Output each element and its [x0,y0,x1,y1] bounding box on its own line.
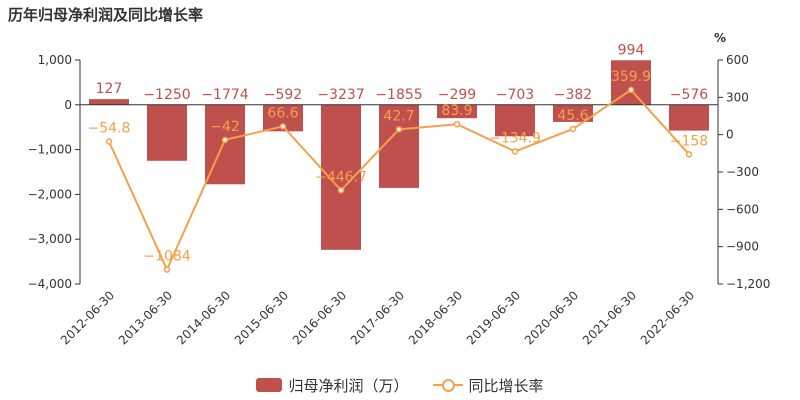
chart-title: 历年归母净利润及同比增长率 [8,6,204,24]
y-right-tick-label: 600 [726,53,749,67]
bar-data-label: −1250 [143,87,190,103]
line-point [685,151,693,158]
y-left-tick-label: 0 [64,98,72,112]
line-point [453,120,461,128]
x-tick-label: 2019-06-30 [464,288,523,347]
bar-data-label: −382 [554,87,592,103]
y-right-unit-label: % [714,31,726,45]
line-data-label: 45.6 [557,108,588,124]
y-right-tick-label: −300 [726,165,759,179]
x-tick-label: 2020-06-30 [522,288,581,347]
line-data-label: −42 [210,119,240,135]
line-data-label: 66.6 [267,105,298,121]
bar [611,60,651,105]
bar-data-label: −299 [438,87,476,103]
legend-item-bar[interactable]: 归母净利润（万） [256,375,409,396]
y-right-tick-label: −900 [726,240,759,254]
y-right-tick-label: 0 [726,128,734,142]
line-point [395,126,403,133]
bar [669,104,709,131]
line-data-label: −54.8 [88,120,131,136]
x-tick-label: 2015-06-30 [232,288,291,347]
y-left-tick-label: −1,000 [28,143,72,157]
line-point [337,187,345,194]
x-tick-label: 2022-06-30 [638,288,697,347]
x-tick-label: 2016-06-30 [290,288,349,347]
legend-line-label: 同比增长率 [468,376,544,395]
y-right-tick-label: −600 [726,202,759,216]
x-tick-label: 2014-06-30 [174,288,233,347]
y-left-tick-label: −2,000 [28,187,72,201]
legend: 归母净利润（万） 同比增长率 [0,374,800,396]
bar [147,104,187,161]
bar-data-label: −703 [496,87,534,103]
legend-bar-label: 归母净利润（万） [288,376,409,395]
bar [495,104,535,137]
line-point [627,86,635,94]
y-left-tick-label: −3,000 [28,232,72,246]
line-point [163,266,171,273]
y-left-tick-label: −4,000 [28,277,72,291]
line-data-label: −158 [670,133,708,149]
x-tick-label: 2012-06-30 [58,288,117,347]
x-tick-label: 2018-06-30 [406,288,465,347]
line-point [221,136,229,144]
bar [553,104,593,122]
line-data-label: 42.7 [383,108,414,124]
line-point [511,148,519,155]
bar-data-label: 994 [618,42,645,58]
legend-item-line[interactable]: 同比增长率 [432,375,544,396]
y-left-tick-label: 1,000 [38,53,72,67]
line-data-label: −1084 [143,249,190,265]
line-data-label: 83.9 [441,103,472,119]
bar-data-label: −576 [670,87,709,103]
bar [89,99,129,105]
line-data-label: −134.9 [489,130,541,146]
bar-data-label: −592 [264,87,302,103]
x-tick-label: 2017-06-30 [348,288,407,347]
line-point [105,138,113,145]
bar-data-label: −3237 [317,87,364,103]
y-right-tick-label: −1,200 [726,277,770,291]
legend-bar-swatch [256,378,283,392]
line-data-label: 359.9 [611,69,651,85]
line-data-label: −446.7 [315,169,367,185]
y-right-tick-label: 300 [726,90,749,104]
bar-data-label: −1774 [201,87,248,103]
x-tick-label: 2021-06-30 [580,288,639,347]
bar-data-label: 127 [96,81,123,97]
bar-data-label: −1855 [375,87,422,103]
bar [437,104,477,119]
bar [379,104,419,188]
x-tick-label: 2013-06-30 [116,288,175,347]
line-point [279,123,287,130]
line-point [569,125,577,133]
legend-line-swatch [432,378,463,392]
